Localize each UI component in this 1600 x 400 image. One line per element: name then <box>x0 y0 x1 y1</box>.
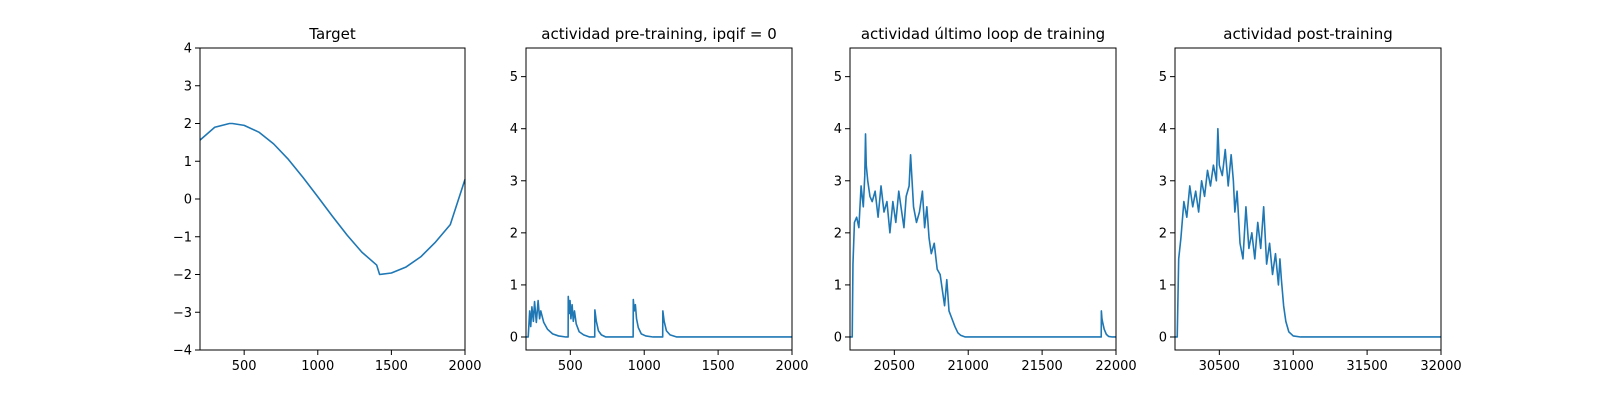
subplot-last-training-loop: actividad último loop de training 20500 2… <box>834 25 1137 374</box>
y-tick-label: 2 <box>184 117 192 132</box>
subplot-pre-training: actividad pre-training, ipqif = 0 500 100… <box>510 25 809 374</box>
x-tick-label: 31000 <box>1273 359 1314 374</box>
y-tick-label: 1 <box>834 278 842 293</box>
y-tick-label: 1 <box>184 155 192 170</box>
x-tick-label: 30500 <box>1199 359 1240 374</box>
x-tick-label: 500 <box>558 359 583 374</box>
x-tick-label: 1500 <box>375 359 408 374</box>
x-tick-label: 2000 <box>775 359 808 374</box>
y-tick-label: 0 <box>184 193 192 208</box>
y-tick-label: 4 <box>1159 122 1167 137</box>
x-tick-label: 500 <box>232 359 257 374</box>
x-tick-label: 21000 <box>948 359 989 374</box>
y-tick-label: 4 <box>184 42 192 57</box>
series-line <box>526 295 792 338</box>
chart-title: actividad pre-training, ipqif = 0 <box>541 25 777 43</box>
y-tick-label: 3 <box>1159 174 1167 189</box>
y-tick-label: 3 <box>510 174 518 189</box>
y-tick-label: 4 <box>510 122 518 137</box>
y-tick-label: 5 <box>510 70 518 85</box>
y-tick-label: 4 <box>834 122 842 137</box>
subplot-post-training: actividad post-training 30500 31000 31500 3… <box>1159 25 1462 374</box>
y-tick-label: 5 <box>834 70 842 85</box>
x-tick-label: 2000 <box>448 359 481 374</box>
x-tick-label: 1500 <box>702 359 735 374</box>
y-tick-label: 5 <box>1159 70 1167 85</box>
y-tick-label: 0 <box>510 330 518 345</box>
plot-frame <box>849 47 1117 351</box>
plot-frame <box>525 47 793 351</box>
x-tick-label: 21500 <box>1021 359 1062 374</box>
chart-title: actividad post-training <box>1223 25 1392 43</box>
y-tick-label: 3 <box>184 79 192 94</box>
y-tick-label: 0 <box>834 330 842 345</box>
x-tick-label: 1000 <box>301 359 334 374</box>
y-tick-label: 3 <box>834 174 842 189</box>
y-tick-label: 2 <box>834 226 842 241</box>
x-tick-label: 31500 <box>1346 359 1387 374</box>
y-tick-label: −2 <box>173 268 192 283</box>
chart-title: actividad último loop de training <box>861 25 1105 43</box>
y-tick-label: 2 <box>510 226 518 241</box>
x-tick-label: 22000 <box>1095 359 1136 374</box>
series-line <box>1175 127 1441 338</box>
x-tick-label: 1000 <box>628 359 661 374</box>
x-tick-label: 20500 <box>874 359 915 374</box>
y-tick-label: 0 <box>1159 330 1167 345</box>
subplot-target: Target 500 1000 1500 2000 −4 −3 −2 −1 0 1 2 3 4 <box>173 25 482 374</box>
y-tick-label: −3 <box>173 306 192 321</box>
y-tick-label: 1 <box>510 278 518 293</box>
y-tick-label: 1 <box>1159 278 1167 293</box>
chart-title: Target <box>308 25 356 43</box>
series-line <box>850 133 1116 338</box>
y-tick-label: 2 <box>1159 226 1167 241</box>
plot-frame <box>1174 47 1442 351</box>
x-tick-label: 32000 <box>1420 359 1461 374</box>
y-tick-label: −4 <box>173 344 192 359</box>
y-tick-label: −1 <box>173 230 192 245</box>
series-line <box>199 122 466 276</box>
